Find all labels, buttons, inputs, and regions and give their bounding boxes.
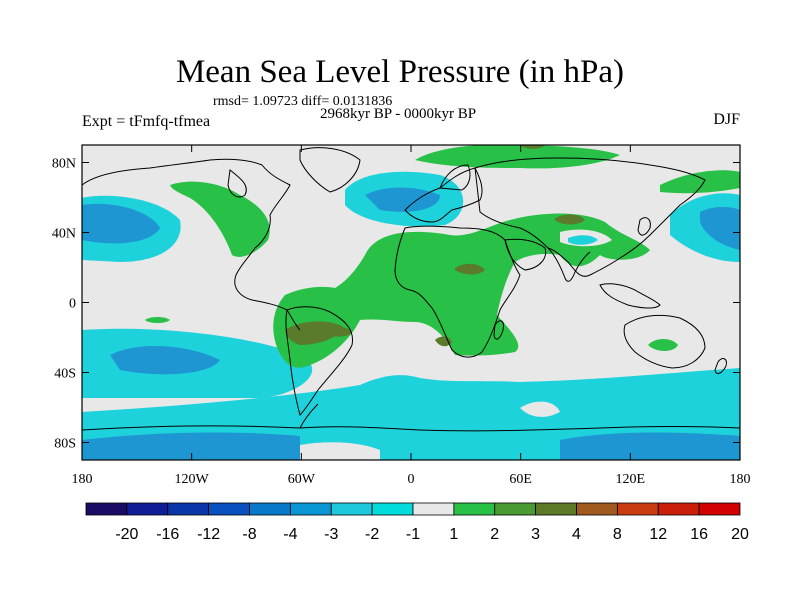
colorbar-label: 8	[613, 526, 622, 543]
colorbar-swatch	[371, 502, 414, 516]
anomaly-olive-south-atlantic	[320, 327, 352, 337]
anomaly-olive-africa-north	[455, 263, 485, 275]
anomaly-green-arctic	[415, 145, 620, 169]
colorbar-label: -12	[197, 526, 220, 543]
anomaly-olive-siberia	[520, 145, 545, 149]
anomaly-blue-south-pacific	[110, 345, 220, 375]
lat-tick-label: 0	[69, 297, 76, 312]
lon-tick-label: 0	[408, 472, 415, 487]
map-panel	[82, 145, 740, 460]
anomaly-blue-north-pacific-west	[82, 203, 160, 244]
colorbar-swatch	[616, 502, 659, 516]
lon-tick-label: 120W	[175, 472, 210, 487]
lat-tick-label: 40S	[54, 367, 76, 382]
colorbar-swatch	[208, 502, 250, 516]
anomaly-olive-southern-africa	[435, 336, 452, 347]
coast-arabia	[504, 238, 547, 271]
coast-hudson-bay	[227, 169, 247, 198]
coast-japan	[637, 217, 651, 236]
colorbar-swatch	[289, 502, 332, 516]
lon-tick-label: 60E	[509, 472, 532, 487]
colorbar-swatch	[453, 502, 496, 516]
lon-tick-label: 120E	[616, 472, 646, 487]
lat-tick-label: 80N	[52, 157, 76, 172]
coast-africa	[394, 225, 521, 358]
anomaly-gray-gap-1	[520, 401, 560, 417]
anomaly-cyan-tibet	[568, 235, 598, 245]
season-label: DJF	[713, 111, 740, 128]
anomaly-blue-north-pacific-east	[700, 206, 740, 250]
coastlines	[82, 147, 740, 432]
colorbar-swatch	[494, 502, 537, 516]
lat-tick-label: 80S	[54, 437, 76, 452]
anomaly-green-pacific-islet	[145, 317, 170, 323]
colorbar-label: -4	[283, 526, 297, 543]
coast-maritime-se-asia	[599, 283, 661, 309]
colorbar-label: 20	[731, 526, 749, 543]
colorbar-label: 16	[690, 526, 708, 543]
lon-tick-label: 180	[730, 472, 751, 487]
anomaly-green-siberia	[660, 170, 740, 194]
anomaly-green-north-america	[170, 181, 270, 257]
map-title: Mean Sea Level Pressure (in hPa)	[175, 54, 625, 90]
colorbar-swatch	[412, 502, 455, 516]
colorbar-label: 12	[649, 526, 667, 543]
colorbar: -20 -16 -12 -8 -4 -3 -2 -1 1 2 3 4 8 12 16 20	[85, 502, 749, 543]
lon-tick-label: 180	[72, 472, 93, 487]
anomaly-olive-arabia	[555, 214, 585, 225]
colorbar-swatch	[249, 502, 291, 516]
anomaly-blue-north-atlantic	[365, 187, 440, 212]
colorbar-label: 2	[490, 526, 499, 543]
rmsd-stats: rmsd= 1.09723 diff= 0.0131836	[213, 94, 393, 109]
colorbar-label: -2	[365, 526, 379, 543]
longitude-axis: 180 120W 60W 0 60E 120E 180	[72, 145, 751, 487]
period-label: 2968kyr BP - 0000kyr BP	[320, 106, 477, 122]
colorbar-label: -8	[242, 526, 256, 543]
coast-north-america	[82, 158, 301, 331]
anomaly-cyan-antarctic-hole	[300, 442, 380, 460]
coast-south-america	[285, 306, 354, 416]
coast-scandinavia	[439, 164, 471, 191]
colorbar-swatch	[330, 502, 373, 516]
anomaly-blue-east-antarctic	[560, 432, 740, 460]
colorbar-swatch	[167, 502, 210, 516]
anomaly-green-australia	[648, 339, 678, 351]
coast-antarctic-peninsula	[299, 403, 319, 429]
anomaly-olive-south-america	[285, 321, 345, 345]
colorbar-swatch	[698, 502, 741, 516]
colorbar-label: -3	[324, 526, 338, 543]
coast-australia	[623, 314, 706, 369]
coast-asia	[474, 157, 706, 277]
colorbar-label: 4	[572, 526, 581, 543]
colorbar-swatch	[576, 502, 618, 516]
lon-tick-label: 60W	[288, 472, 316, 487]
colorbar-label: -16	[156, 526, 179, 543]
colorbar-swatch	[85, 502, 128, 516]
coast-antarctica	[82, 425, 740, 432]
colorbar-swatch	[126, 502, 169, 516]
colorbar-swatch	[657, 502, 700, 516]
anomaly-blue-southern-band	[82, 432, 300, 460]
colorbar-swatch	[535, 502, 577, 516]
latitude-axis: 80N 40N 0 40S 80S	[52, 157, 740, 452]
coast-madagascar	[493, 320, 504, 340]
colorbar-label: -1	[406, 526, 420, 543]
coast-new-zealand	[714, 358, 727, 374]
colorbar-label: 3	[531, 526, 540, 543]
colorbar-label: 1	[449, 526, 458, 543]
colorbar-label: -20	[115, 526, 138, 543]
coast-india	[547, 247, 591, 282]
coast-greenland	[299, 147, 361, 193]
experiment-label: Expt = tFmfq-tfmea	[82, 113, 211, 130]
lat-tick-label: 40N	[52, 227, 76, 242]
